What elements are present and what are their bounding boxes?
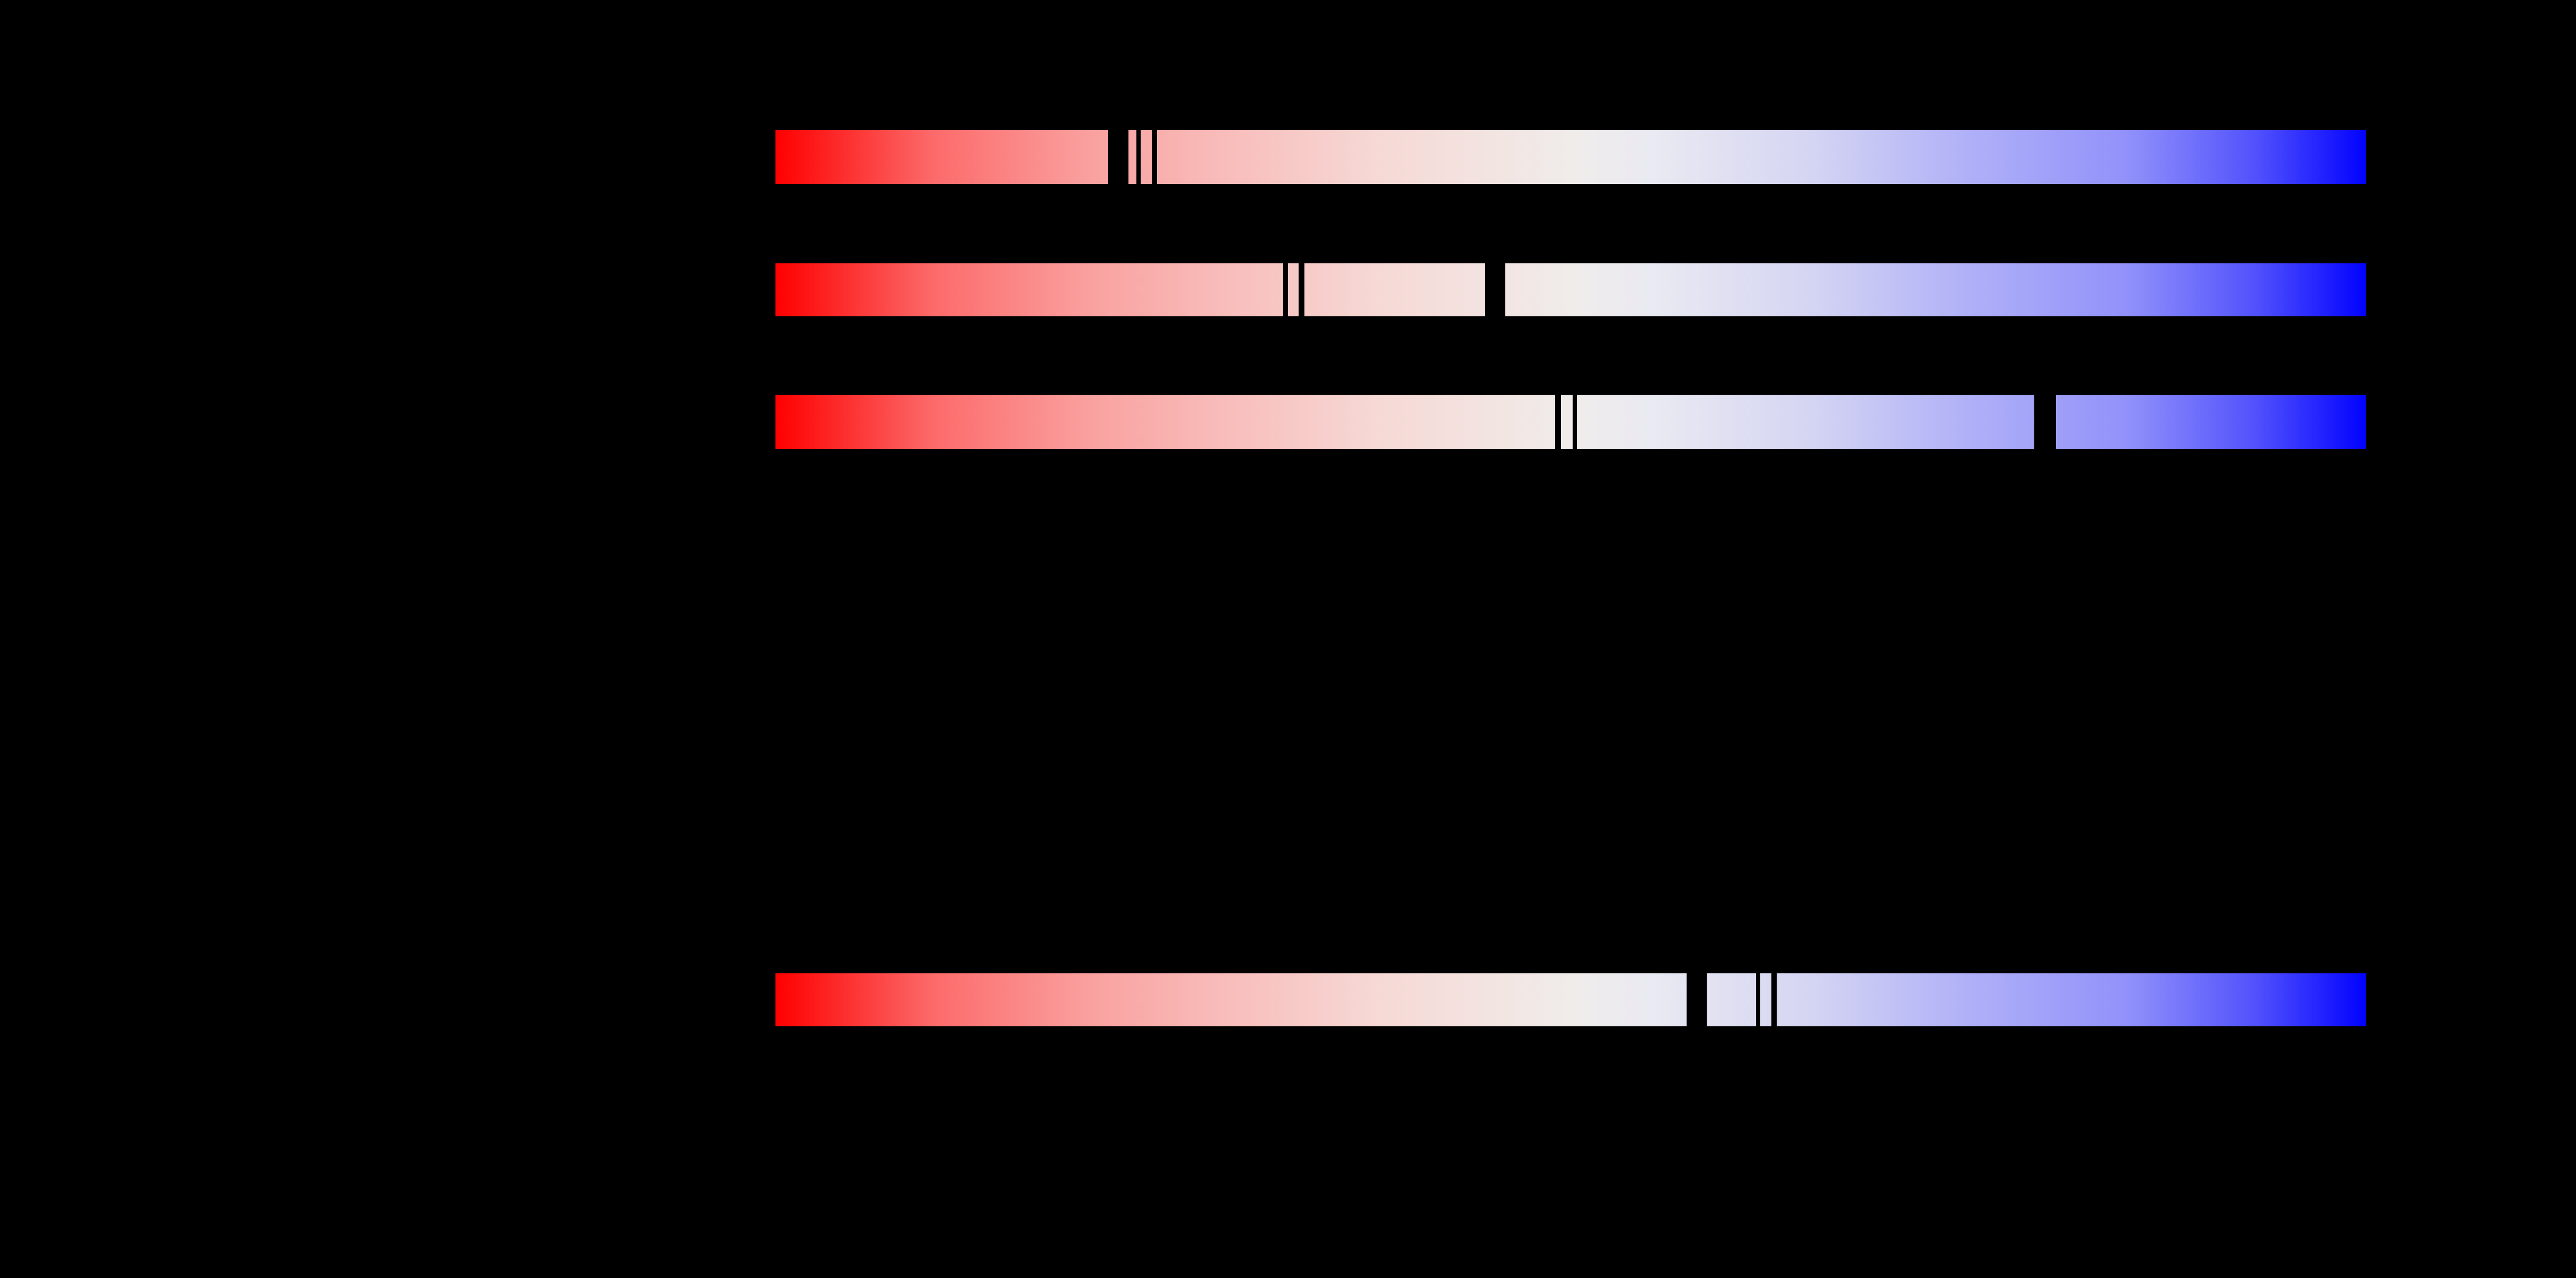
bar-gap-mask-row-4-2 <box>1756 973 1760 1027</box>
bar-gap-mask-row-4-3 <box>1771 973 1777 1027</box>
bar-gap-mask-row-2-1 <box>1283 263 1288 317</box>
gradient-bar-row-1 <box>775 129 2366 184</box>
gradient-bar-row-2 <box>775 263 2366 317</box>
bar-gap-mask-row-2-3 <box>1485 263 1505 317</box>
bar-gap-mask-row-4-1 <box>1687 973 1707 1027</box>
bar-gap-mask-row-1-2 <box>1136 129 1141 184</box>
gradient-bar-row-3 <box>775 394 2366 449</box>
bar-gap-mask-row-1-1 <box>1108 129 1128 184</box>
bar-gap-mask-row-3-1 <box>1555 394 1561 449</box>
gradient-bar-row-4 <box>775 973 2366 1027</box>
bar-gap-mask-row-3-3 <box>2034 394 2056 449</box>
bar-gap-mask-row-2-2 <box>1299 263 1304 317</box>
bar-gap-mask-row-3-2 <box>1573 394 1577 449</box>
bar-gap-mask-row-1-3 <box>1152 129 1157 184</box>
